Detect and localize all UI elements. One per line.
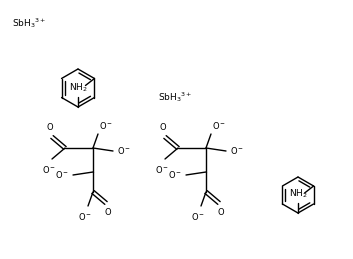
Text: NH$_2$: NH$_2$: [69, 82, 87, 94]
Text: O$^-$: O$^-$: [212, 120, 226, 131]
Text: O: O: [218, 208, 224, 217]
Text: SbH$_3$$^{3+}$: SbH$_3$$^{3+}$: [12, 16, 47, 30]
Text: O$^-$: O$^-$: [168, 169, 182, 181]
Text: O$^-$: O$^-$: [99, 120, 113, 131]
Text: O$^-$: O$^-$: [55, 169, 69, 181]
Text: O: O: [160, 123, 166, 132]
Text: O$^-$: O$^-$: [191, 211, 205, 222]
Text: O$^-$: O$^-$: [42, 164, 56, 175]
Text: O$^-$: O$^-$: [78, 211, 92, 222]
Text: NH$_2$: NH$_2$: [289, 188, 307, 200]
Text: O$^-$: O$^-$: [230, 146, 244, 156]
Text: O: O: [105, 208, 111, 217]
Text: O$^-$: O$^-$: [117, 146, 131, 156]
Text: O$^-$: O$^-$: [155, 164, 169, 175]
Text: O: O: [47, 123, 53, 132]
Text: SbH$_3$$^{3+}$: SbH$_3$$^{3+}$: [158, 90, 192, 104]
